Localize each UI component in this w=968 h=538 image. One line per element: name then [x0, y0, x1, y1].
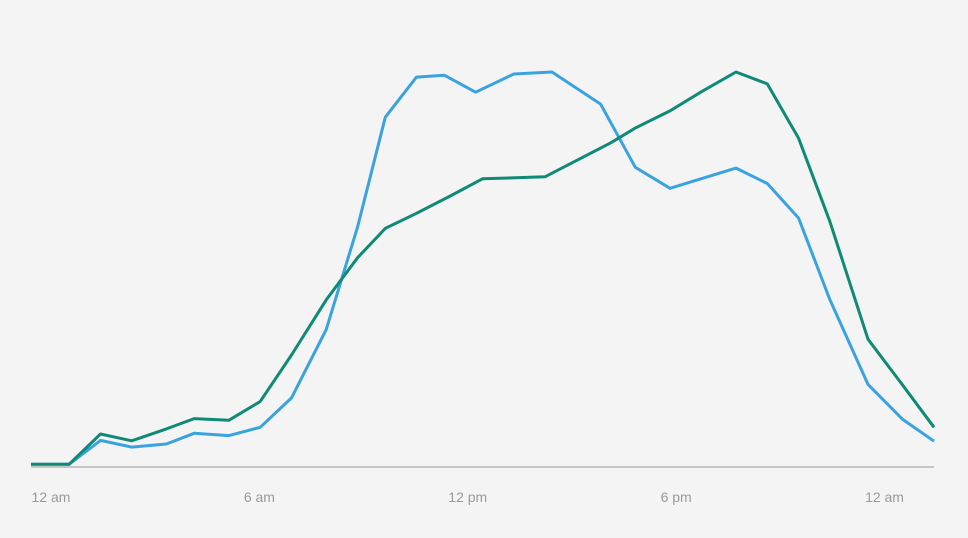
- x-tick-label: 12 am: [32, 489, 71, 505]
- x-tick-label: 12 am: [865, 489, 904, 505]
- x-tick-label: 6 pm: [661, 489, 692, 505]
- x-tick-label: 6 am: [244, 489, 275, 505]
- x-tick-label: 12 pm: [448, 489, 487, 505]
- x-tick-labels: 12 am 6 am 12 pm 6 pm 12 am: [32, 489, 904, 505]
- series-line-1: [31, 70, 935, 466]
- series-layer: [31, 70, 936, 466]
- series-line-2: [31, 70, 936, 466]
